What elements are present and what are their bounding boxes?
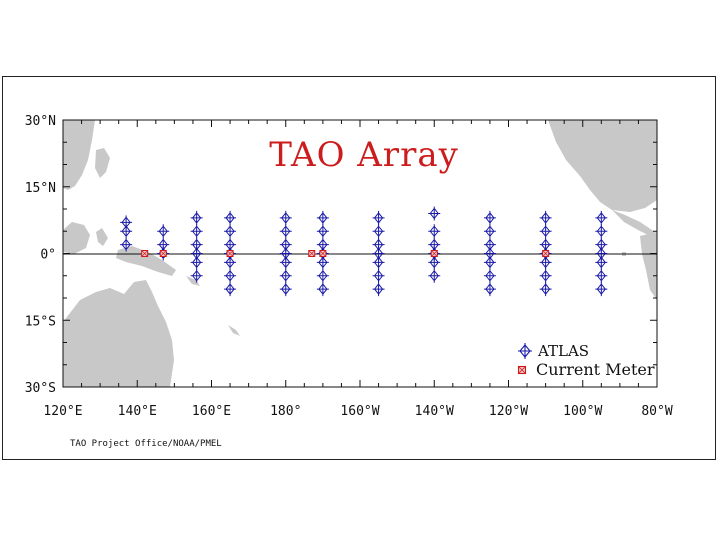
lon-label: 80°W	[641, 404, 672, 419]
atlas-mooring-marker	[539, 282, 552, 297]
lon-label: 140°W	[415, 404, 454, 419]
current-meter-marker	[308, 250, 316, 257]
atlas-mooring-marker	[428, 255, 441, 270]
atlas-mooring-marker	[157, 224, 170, 239]
current-meter-marker	[159, 250, 167, 257]
land-borneo	[63, 222, 90, 254]
atlas-mooring-marker	[120, 224, 133, 239]
atlas-mooring-marker	[595, 224, 608, 239]
land-south-america	[640, 232, 657, 300]
atlas-mooring-marker	[316, 255, 329, 270]
atlas-mooring-marker	[279, 210, 292, 225]
lon-label: 160°W	[340, 404, 379, 419]
atlas-mooring-marker	[483, 268, 496, 283]
atlas-mooring-marker	[279, 282, 292, 297]
legend: ATLAS Current Meter	[517, 342, 655, 379]
land-masses	[63, 120, 657, 387]
atlas-mooring-marker	[483, 224, 496, 239]
lat-label: 15°N	[25, 181, 56, 196]
land-philippines-islands	[95, 148, 110, 178]
axis-ticks	[62, 119, 658, 388]
atlas-mooring-marker	[428, 268, 441, 283]
atlas-mooring-marker	[483, 282, 496, 297]
atlas-mooring-marker	[279, 268, 292, 283]
atlas-mooring-marker	[595, 268, 608, 283]
atlas-mooring-marker	[372, 282, 385, 297]
lat-label: 0°	[40, 248, 56, 263]
current-meter-marker	[141, 250, 149, 257]
atlas-mooring-marker	[279, 255, 292, 270]
atlas-mooring-marker	[224, 224, 237, 239]
atlas-mooring-marker	[120, 237, 133, 252]
lon-label: 160°E	[192, 404, 231, 419]
atlas-mooring-marker	[483, 210, 496, 225]
legend-current-meter-label: Current Meter	[536, 360, 655, 379]
land-central-america	[612, 210, 657, 240]
land-philippines	[63, 120, 95, 190]
lon-label: 140°E	[118, 404, 157, 419]
atlas-mooring-marker	[483, 255, 496, 270]
map-credit: TAO Project Office/NOAA/PMEL	[70, 439, 222, 449]
atlas-mooring-marker	[190, 224, 203, 239]
longitude-labels: 120°E 140°E 160°E 180° 160°W 140°W 120°W 100°W 8…	[43, 404, 672, 419]
atlas-mooring-marker	[372, 224, 385, 239]
latitude-labels: 30°N 15°N 0° 15°S 30°S	[25, 114, 56, 396]
atlas-mooring-marker	[190, 255, 203, 270]
atlas-mooring-marker	[539, 268, 552, 283]
lon-label: 180°	[270, 404, 301, 419]
legend-atlas-label: ATLAS	[537, 342, 589, 360]
atlas-mooring-marker	[316, 268, 329, 283]
atlas-mooring-marker	[372, 268, 385, 283]
atlas-mooring-marker	[224, 255, 237, 270]
land-solomons	[186, 276, 200, 286]
atlas-mooring-marker	[316, 210, 329, 225]
current-meter-marker	[542, 250, 550, 257]
atlas-mooring-marker	[595, 282, 608, 297]
atlas-mooring-marker	[539, 224, 552, 239]
atlas-mooring-marker	[279, 224, 292, 239]
lat-label: 15°S	[25, 314, 56, 329]
lat-label: 30°S	[25, 381, 56, 396]
atlas-mooring-marker	[539, 255, 552, 270]
atlas-mooring-marker	[316, 282, 329, 297]
current-meter-marker	[226, 250, 234, 257]
lon-label: 120°E	[43, 404, 82, 419]
atlas-mooring-marker	[595, 210, 608, 225]
atlas-mooring-marker	[372, 210, 385, 225]
lat-label: 30°N	[25, 114, 56, 129]
atlas-mooring-marker	[428, 206, 441, 221]
map-frame	[2, 76, 716, 460]
legend-atlas-symbol	[518, 343, 532, 359]
atlas-mooring-marker	[595, 255, 608, 270]
land-sulawesi	[96, 228, 108, 246]
mooring-markers	[120, 206, 608, 297]
map-title: TAO Array	[269, 135, 459, 175]
current-meter-marker	[319, 250, 327, 257]
atlas-mooring-marker	[539, 210, 552, 225]
atlas-mooring-marker	[190, 268, 203, 283]
atlas-mooring-marker	[316, 224, 329, 239]
land-australia	[63, 280, 174, 387]
current-meter-marker	[430, 250, 438, 257]
land-new-caledonia	[228, 325, 240, 336]
lon-label: 120°W	[489, 404, 528, 419]
atlas-mooring-marker	[224, 210, 237, 225]
atlas-mooring-marker	[224, 268, 237, 283]
legend-current-meter-symbol	[517, 365, 527, 375]
atlas-mooring-marker	[224, 282, 237, 297]
lon-label: 100°W	[563, 404, 602, 419]
atlas-mooring-marker	[428, 224, 441, 239]
land-north-america	[548, 120, 657, 212]
atlas-mooring-marker	[372, 255, 385, 270]
atlas-mooring-marker	[190, 210, 203, 225]
